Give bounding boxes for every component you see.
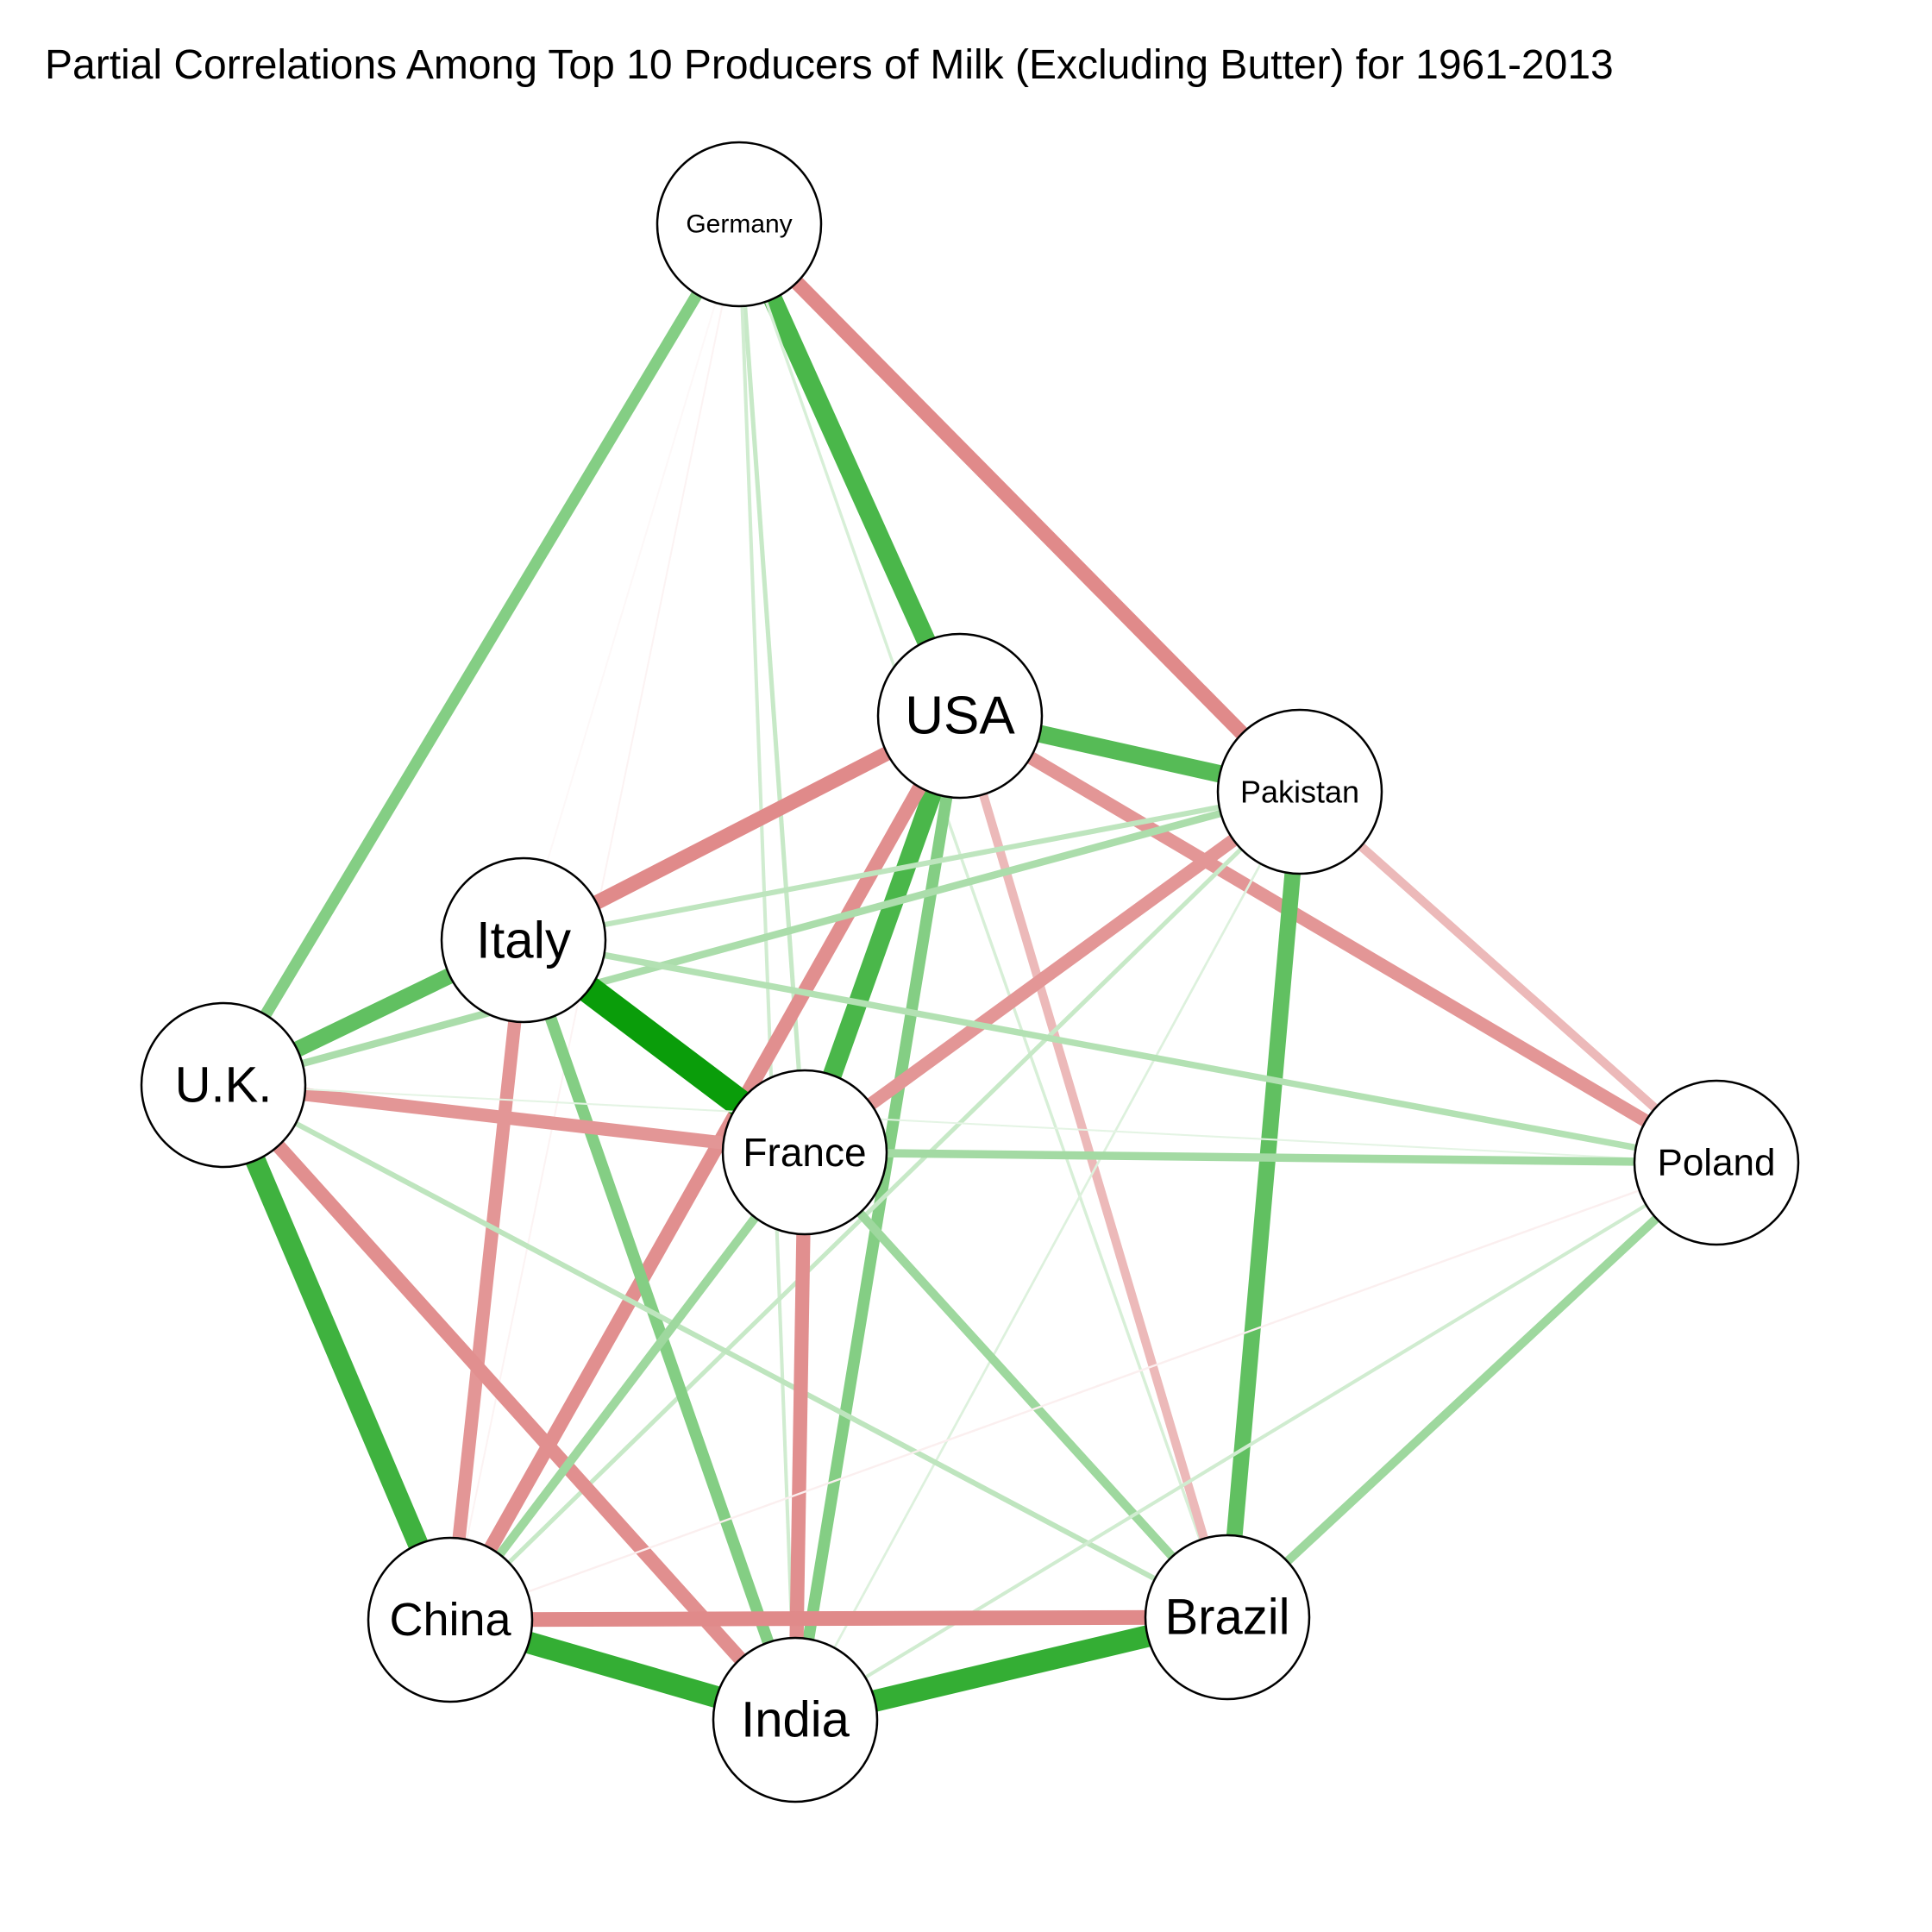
edge-italy-china bbox=[443, 939, 530, 1621]
node-italy: Italy bbox=[440, 856, 607, 1024]
edge-germany-brazil bbox=[737, 223, 1229, 1618]
node-uk-label: U.K. bbox=[175, 1057, 273, 1113]
node-brazil-label: Brazil bbox=[1164, 1590, 1289, 1646]
edge-poland-china bbox=[449, 1161, 1717, 1622]
edge-pakistan-poland bbox=[1296, 788, 1720, 1166]
edge-france-india bbox=[787, 1151, 812, 1721]
node-pakistan: Pakistan bbox=[1216, 708, 1383, 875]
node-india: India bbox=[712, 1636, 879, 1803]
node-brazil-circle bbox=[1144, 1534, 1311, 1701]
edge-pakistan-india bbox=[794, 791, 1302, 1721]
nodes-layer: Germany USA Pakistan Italy U.K. France Poland C… bbox=[140, 141, 1800, 1803]
edge-usa-china bbox=[443, 712, 967, 1624]
edge-pakistan-france bbox=[800, 786, 1304, 1158]
edge-germany-italy bbox=[523, 223, 740, 941]
node-china-label: China bbox=[389, 1594, 511, 1646]
node-poland-label: Poland bbox=[1657, 1142, 1775, 1184]
edge-usa-india bbox=[789, 714, 966, 1722]
node-france-label: France bbox=[743, 1130, 866, 1175]
edge-poland-india bbox=[794, 1161, 1718, 1722]
node-uk: U.K. bbox=[140, 1001, 307, 1169]
node-usa-circle bbox=[876, 632, 1044, 800]
node-pakistan-circle bbox=[1216, 708, 1383, 875]
node-germany: Germany bbox=[656, 141, 823, 308]
edge-pakistan-brazil bbox=[1219, 791, 1308, 1618]
edge-italy-india bbox=[518, 938, 801, 1722]
node-italy-label: Italy bbox=[476, 912, 571, 969]
node-france: France bbox=[721, 1069, 888, 1236]
node-pakistan-label: Pakistan bbox=[1240, 775, 1359, 810]
edge-usa-poland bbox=[957, 710, 1720, 1169]
edge-germany-uk bbox=[218, 221, 744, 1088]
edge-china-brazil bbox=[449, 1609, 1228, 1628]
node-poland-circle bbox=[1633, 1079, 1800, 1246]
node-india-label: India bbox=[741, 1692, 850, 1748]
edge-germany-india bbox=[737, 223, 798, 1721]
node-usa: USA bbox=[876, 632, 1044, 800]
node-germany-label: Germany bbox=[686, 210, 792, 239]
node-france-circle bbox=[721, 1069, 888, 1236]
node-poland: Poland bbox=[1633, 1079, 1800, 1246]
edge-usa-brazil bbox=[956, 714, 1232, 1619]
edge-germany-pakistan bbox=[733, 219, 1306, 797]
edge-uk-brazil bbox=[222, 1082, 1229, 1620]
edge-pakistan-china bbox=[448, 790, 1302, 1622]
edge-germany-usa bbox=[730, 220, 969, 720]
edge-pakistan-uk bbox=[222, 787, 1302, 1089]
edge-france-poland bbox=[804, 1148, 1717, 1167]
chart-title: Partial Correlations Among Top 10 Produc… bbox=[45, 42, 1614, 88]
node-italy-circle bbox=[440, 856, 607, 1024]
edge-france-brazil bbox=[801, 1149, 1231, 1621]
edge-france-china bbox=[446, 1149, 809, 1623]
node-brazil: Brazil bbox=[1144, 1534, 1311, 1701]
edge-pakistan-italy bbox=[523, 788, 1301, 944]
node-uk-circle bbox=[140, 1001, 307, 1169]
edge-uk-poland bbox=[223, 1083, 1717, 1164]
edge-uk-france bbox=[223, 1078, 806, 1159]
node-germany-circle bbox=[656, 141, 823, 308]
node-china-circle bbox=[367, 1536, 534, 1703]
edge-poland-brazil bbox=[1224, 1159, 1720, 1621]
node-usa-label: USA bbox=[905, 687, 1015, 746]
edge-uk-china bbox=[214, 1081, 460, 1624]
edge-italy-poland bbox=[523, 937, 1717, 1166]
node-india-circle bbox=[712, 1636, 879, 1803]
node-china: China bbox=[367, 1536, 534, 1703]
